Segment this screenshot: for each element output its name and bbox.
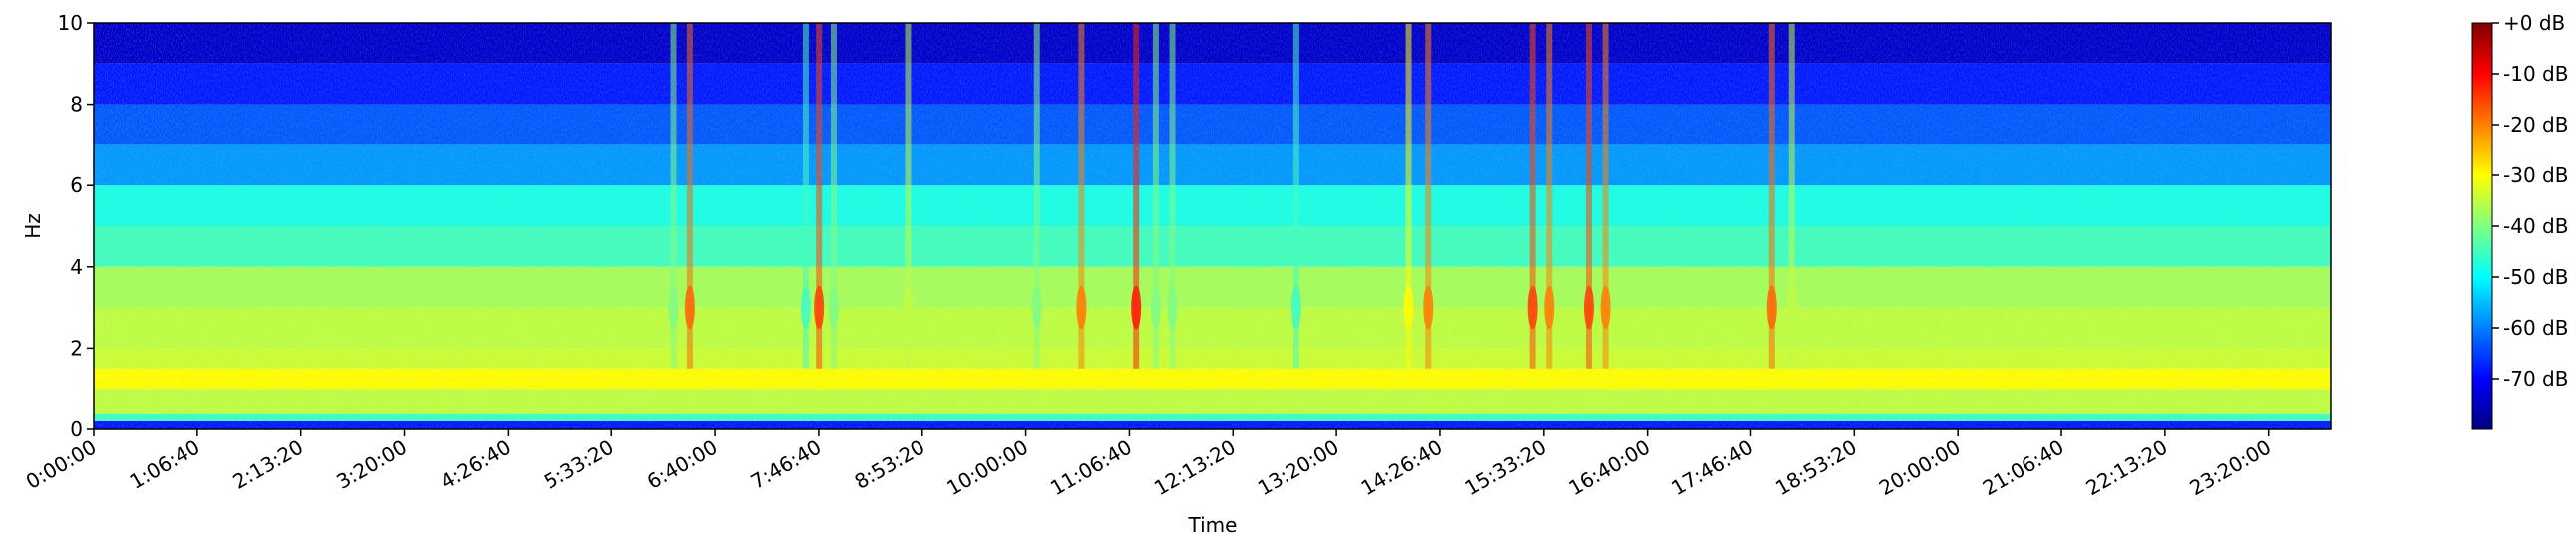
y-tick-label: 10 xyxy=(58,11,83,35)
plot-frame xyxy=(93,22,2332,430)
x-tick-label: 5:33:20 xyxy=(540,435,618,494)
y-tick-label: 4 xyxy=(70,255,83,279)
x-tick-label: 15:33:20 xyxy=(1461,435,1551,501)
x-tick-label: 14:26:40 xyxy=(1357,435,1447,501)
noise-texture xyxy=(94,23,2331,429)
x-tick-label: 16:40:00 xyxy=(1564,435,1654,501)
x-tick-label: 12:13:20 xyxy=(1150,435,1240,501)
x-tick-label: 6:40:00 xyxy=(643,435,722,494)
x-tick-label: 10:00:00 xyxy=(942,435,1032,501)
colorbar xyxy=(2471,22,2493,430)
x-tick-label: 0:00:00 xyxy=(22,435,101,494)
colorbar-tick-label: -70 dB xyxy=(2503,367,2568,391)
colorbar-tick-label: +0 dB xyxy=(2503,11,2565,35)
x-tick-label: 3:20:00 xyxy=(332,435,411,494)
x-tick-label: 2:13:20 xyxy=(228,435,307,494)
x-axis-label: Time xyxy=(1188,513,1238,537)
x-tick-label: 20:00:00 xyxy=(1875,435,1965,501)
x-tick-label: 21:06:40 xyxy=(1979,435,2068,501)
colorbar-tick-label: -50 dB xyxy=(2503,265,2568,289)
x-tick-label: 4:26:40 xyxy=(436,435,515,494)
x-tick-label: 13:20:00 xyxy=(1254,435,1343,501)
x-tick-label: 22:13:20 xyxy=(2082,435,2172,501)
x-tick-label: 7:46:40 xyxy=(747,435,826,494)
y-tick-label: 6 xyxy=(70,173,83,197)
colorbar-tick-label: -60 dB xyxy=(2503,316,2568,340)
colorbar-tick-label: -30 dB xyxy=(2503,163,2568,187)
y-tick-label: 2 xyxy=(70,336,83,360)
y-tick-label: 8 xyxy=(70,93,83,117)
y-axis-label: Hz xyxy=(21,213,45,239)
y-tick-label: 0 xyxy=(70,417,83,441)
x-tick-label: 18:53:20 xyxy=(1771,435,1861,501)
x-tick-label: 8:53:20 xyxy=(850,435,928,494)
x-tick-label: 11:06:40 xyxy=(1046,435,1136,501)
colorbar-tick-label: -20 dB xyxy=(2503,113,2568,137)
x-tick-label: 17:46:40 xyxy=(1667,435,1757,501)
colorbar-tick-label: -40 dB xyxy=(2503,214,2568,238)
colorbar-tick-label: -10 dB xyxy=(2503,62,2568,86)
x-tick-label: 23:20:00 xyxy=(2185,435,2275,501)
x-tick-label: 1:06:40 xyxy=(126,435,204,494)
